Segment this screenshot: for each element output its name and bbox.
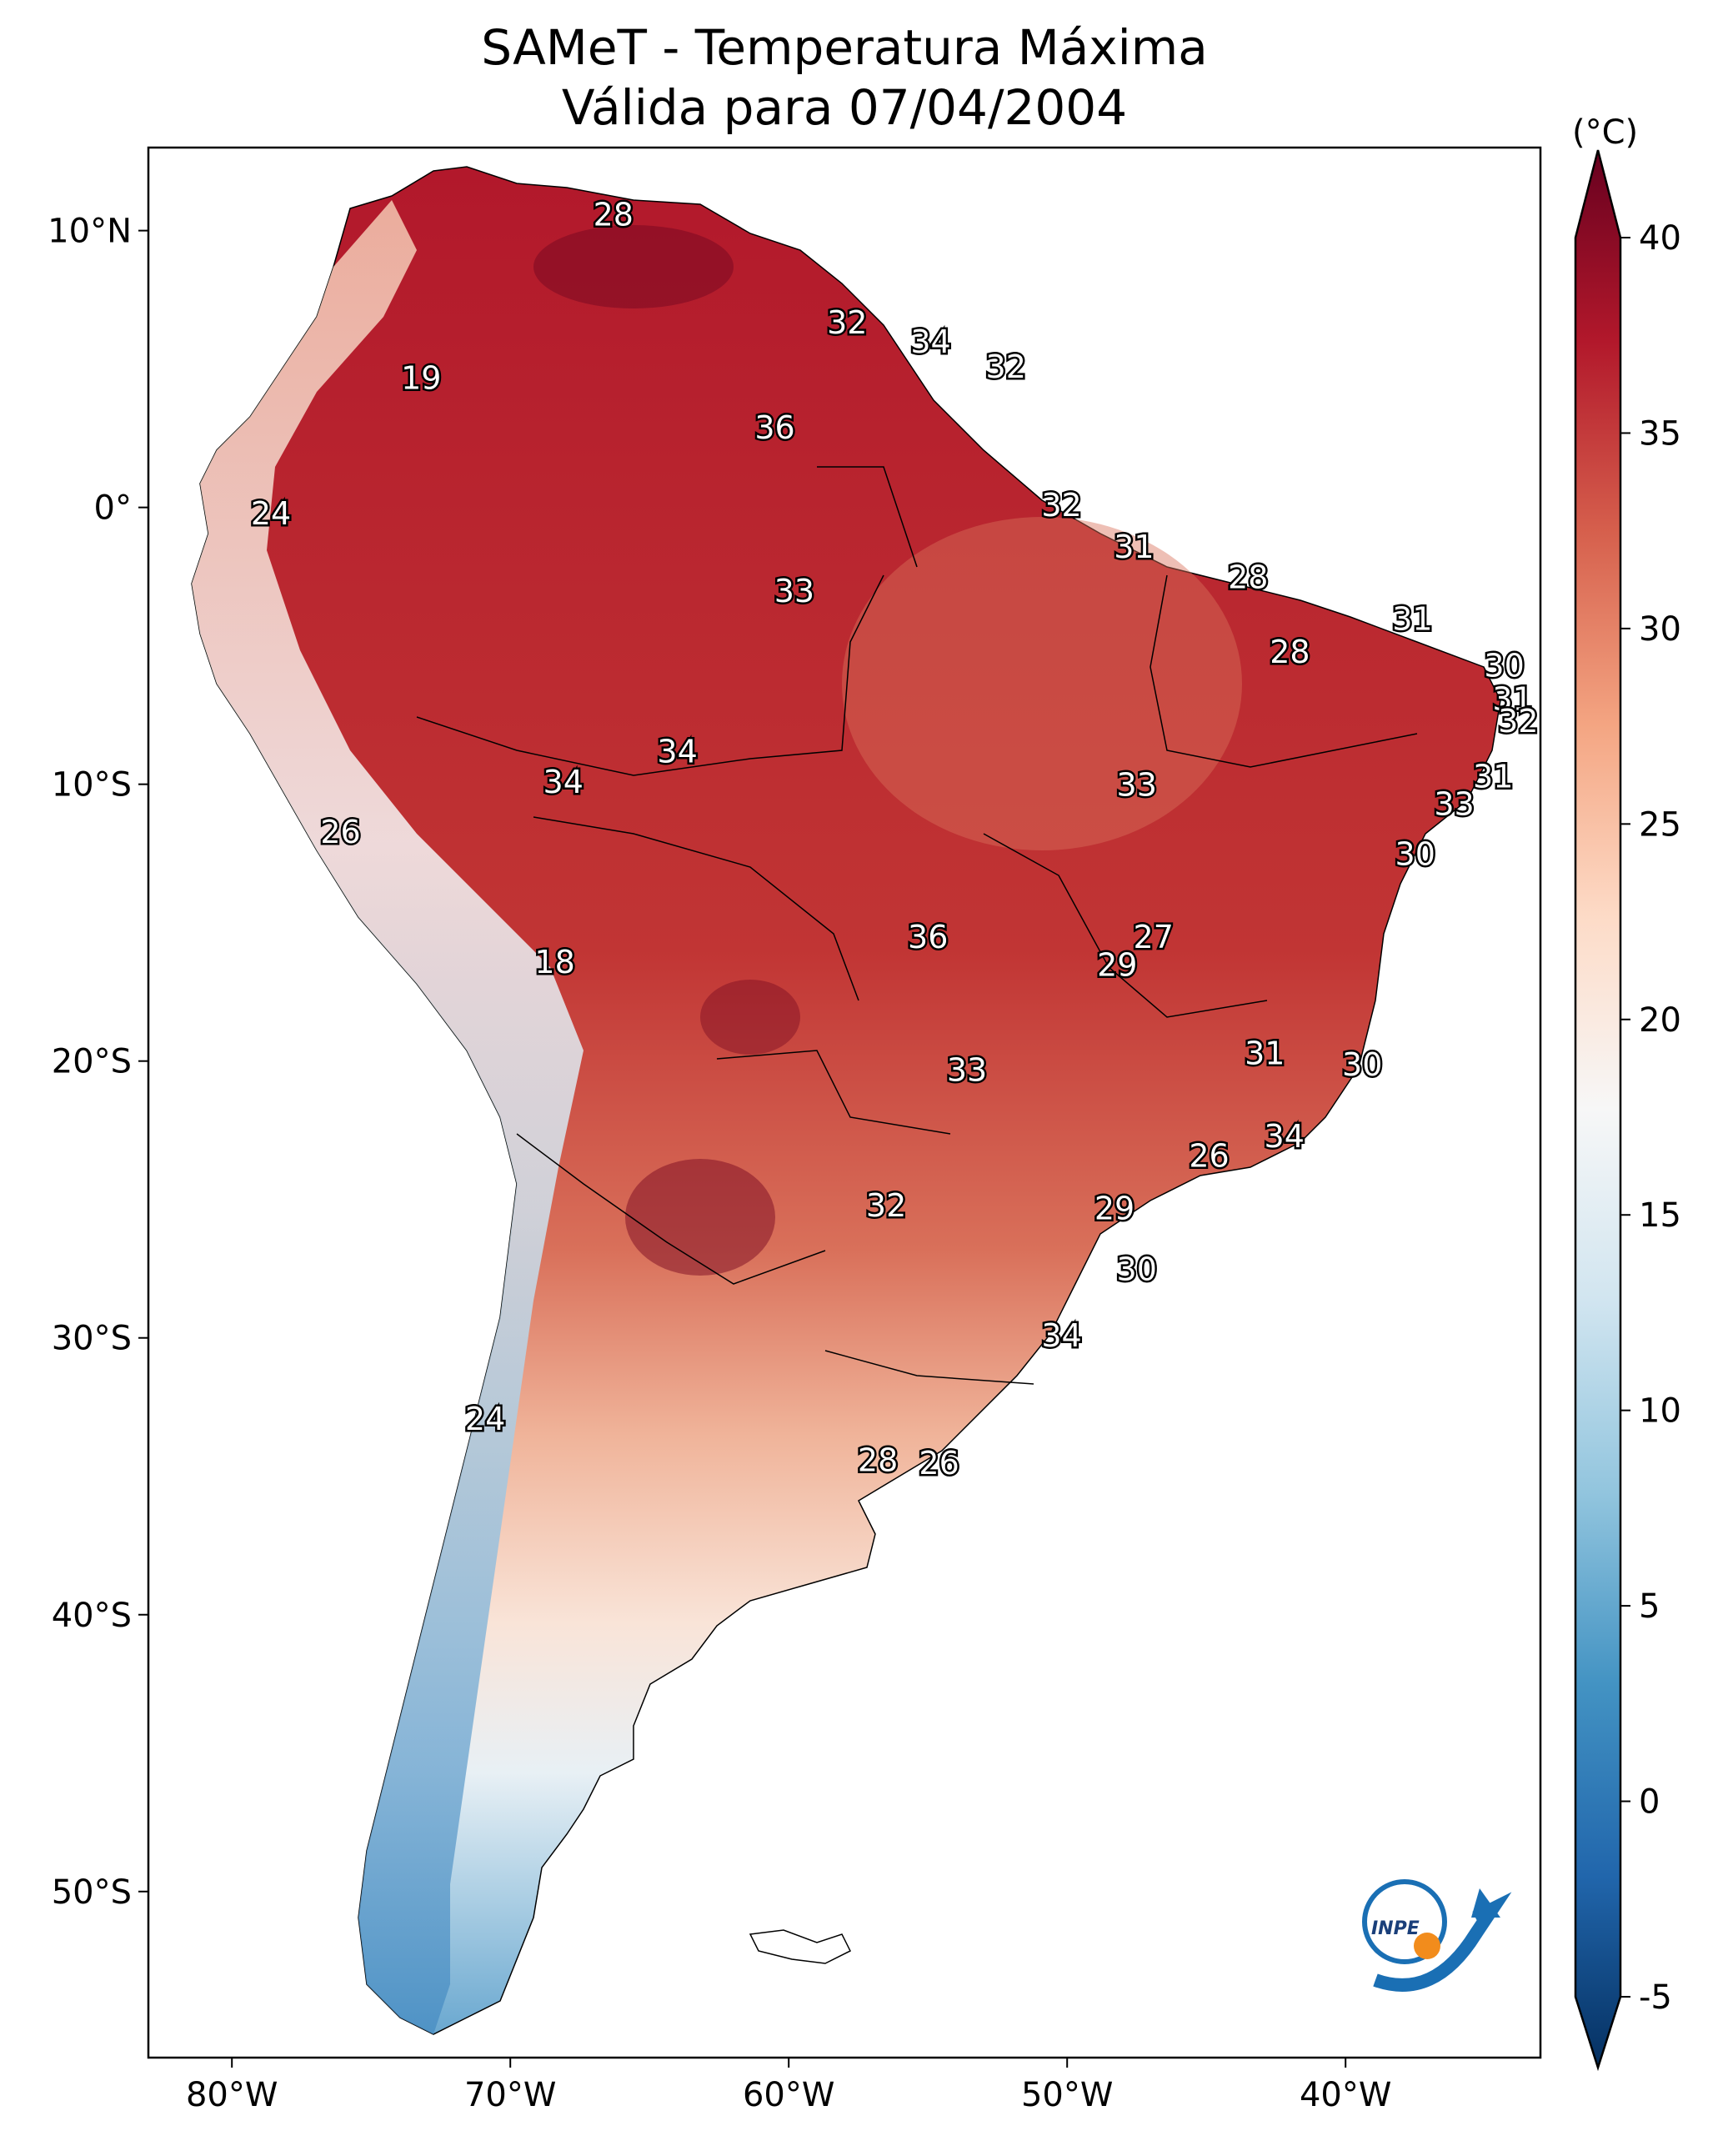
contour-label: 24 — [251, 495, 291, 532]
map-field — [191, 166, 1501, 2035]
lon-tick-label: 70°W — [464, 2076, 556, 2114]
lon-tick-label: 50°W — [1021, 2076, 1113, 2114]
contour-label: 30 — [1117, 1251, 1157, 1288]
contour-label: 30 — [1484, 648, 1524, 684]
andes-cool-band — [192, 200, 584, 2034]
contour-label: 29 — [1094, 1191, 1134, 1227]
contour-label: 33 — [1117, 767, 1157, 804]
falkland-islands — [749, 1929, 852, 1964]
lon-tick-label: 80°W — [186, 2076, 278, 2114]
colorbar-tick-label: 10 — [1639, 1392, 1681, 1431]
contour-label: 28 — [1270, 634, 1310, 670]
colorbar-tick-label: 5 — [1639, 1587, 1660, 1626]
colorbar-tick-label: 20 — [1639, 1001, 1681, 1040]
contour-label: 28 — [594, 197, 634, 233]
lat-tick-label: 20°S — [52, 1043, 132, 1081]
colorbar-tick-label: 35 — [1639, 414, 1681, 453]
contour-label: 32 — [1498, 703, 1538, 740]
contour-label: 28 — [1228, 559, 1268, 596]
contour-label: 31 — [1473, 759, 1513, 795]
lat-tick-label: 10°N — [48, 213, 132, 251]
colorbar-tick-label: 25 — [1639, 805, 1681, 844]
contour-label: 29 — [1097, 946, 1137, 983]
lon-tick-label: 60°W — [743, 2076, 834, 2114]
hot-spot-north — [533, 225, 734, 308]
south-america-landmass — [191, 166, 1501, 2035]
lon-tick-label: 40°W — [1300, 2076, 1391, 2114]
lat-tick-label: 50°S — [52, 1873, 132, 1912]
contour-label: 31 — [1245, 1035, 1285, 1072]
contour-label: 34 — [1041, 1317, 1081, 1354]
warm-east-region — [842, 517, 1242, 850]
contour-label: 34 — [657, 734, 697, 770]
country-borders — [416, 466, 1418, 1385]
contour-label: 33 — [774, 573, 814, 609]
lat-tick-label: 30°S — [52, 1320, 132, 1358]
colorbar-tick-label: 40 — [1639, 219, 1681, 258]
contour-label: 32 — [986, 348, 1026, 385]
lat-tick-label: 0° — [94, 489, 132, 528]
map-frame — [147, 146, 1542, 2059]
contour-label: 18 — [534, 944, 574, 980]
colorbar: (°C) 40 35 30 25 20 15 10 5 0 -5 — [1572, 113, 1681, 2072]
colorbar-body — [1574, 149, 1622, 2072]
colorbar-tick-label: 0 — [1639, 1783, 1660, 1822]
contour-label: 19 — [401, 359, 441, 396]
lat-tick-label: 40°S — [52, 1597, 132, 1635]
contour-label: 34 — [910, 323, 950, 360]
hot-spot-pantanal — [700, 980, 800, 1055]
contour-label: 30 — [1395, 836, 1435, 873]
contour-label: 32 — [866, 1187, 906, 1224]
map-subtitle: Válida para 07/04/2004 — [561, 79, 1128, 136]
hot-spot-chaco — [625, 1159, 775, 1276]
contour-label: 26 — [919, 1445, 959, 1482]
contour-label: 32 — [827, 304, 867, 341]
colorbar-tick-label: 30 — [1639, 610, 1681, 649]
lat-tick-label: 10°S — [52, 766, 132, 805]
colorbar-unit: (°C) — [1572, 113, 1638, 152]
contour-label: 27 — [1134, 919, 1174, 955]
map-axes: 80°W 70°W 60°W 50°W 40°W 10°N 0° 10°S 20°S 30°S 40… — [48, 213, 1391, 2114]
colorbar-tick-label: -5 — [1639, 1978, 1672, 2017]
contour-label: 36 — [908, 919, 948, 955]
contour-label: 32 — [1041, 487, 1081, 524]
contour-label: 34 — [1265, 1118, 1305, 1155]
contour-label: 24 — [465, 1401, 505, 1437]
contour-label: 33 — [947, 1052, 987, 1089]
contour-label: 30 — [1342, 1046, 1382, 1083]
contour-label: 31 — [1492, 681, 1532, 718]
svg-text:INPE: INPE — [1371, 1918, 1420, 1939]
contour-label: 31 — [1114, 529, 1154, 565]
inpe-logo: INPE — [1362, 1879, 1512, 1992]
contour-label: 34 — [543, 764, 584, 800]
colorbar-tick-label: 15 — [1639, 1196, 1681, 1235]
contour-label: 36 — [754, 409, 794, 446]
contour-label: 31 — [1392, 600, 1432, 637]
contour-label: 26 — [1189, 1137, 1229, 1174]
contour-label: 33 — [1434, 786, 1474, 823]
contour-label: 26 — [320, 814, 360, 850]
map-title: SAMeT - Temperatura Máxima — [481, 19, 1208, 76]
contour-label: 28 — [858, 1442, 898, 1479]
